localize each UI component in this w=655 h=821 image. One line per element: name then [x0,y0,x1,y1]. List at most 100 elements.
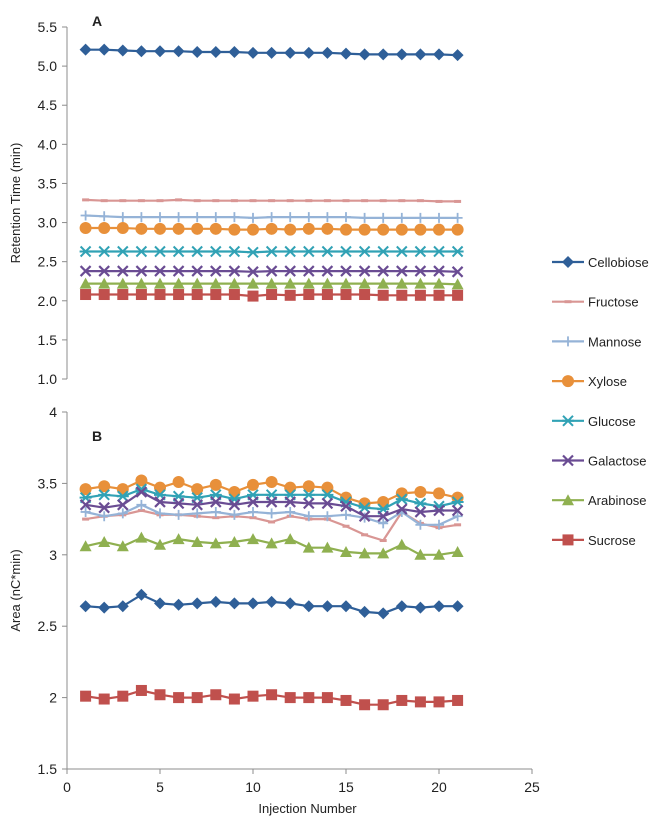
data-point-glucose [395,245,408,258]
data-point-glucose [116,245,129,258]
data-point-galactose [265,265,278,277]
data-point-cellobiose [302,46,315,59]
data-point-galactose [303,497,315,510]
data-point-arabinose [191,535,204,547]
data-point-cellobiose [302,600,315,613]
data-point-cellobiose [154,597,166,610]
data-point-galactose [228,499,241,511]
data-point-cellobiose [340,600,352,613]
data-point-arabinose [395,538,408,550]
data-point-glucose [172,245,185,258]
data-point-mannose [80,210,91,221]
data-point-fructose [379,539,387,543]
data-point-fructose [249,516,257,520]
data-point-mannose [80,506,91,517]
data-point-galactose [98,265,110,277]
data-point-sucrose [210,689,222,701]
data-point-sucrose [377,699,389,711]
data-point-sucrose [414,696,426,708]
data-point-arabinose [451,278,464,290]
data-point-galactose [210,265,222,277]
data-point-cellobiose [284,46,297,59]
series-sucrose [80,684,464,711]
data-point-arabinose [414,548,427,560]
data-point-galactose [377,510,389,523]
data-point-mannose [303,212,314,223]
data-point-arabinose [135,531,148,543]
data-point-galactose [265,496,278,508]
data-point-galactose [433,504,445,517]
data-point-galactose [79,265,92,277]
data-point-glucose [154,245,166,258]
panel-b-area: 1.5 2 2.5 3 3.5 4 0 5 10 15 20 25 Injection Number Ar… [8,404,540,816]
data-point-arabinose [247,277,259,289]
series-mannose [80,210,463,223]
legend-label: Arabinose [588,493,647,508]
data-point-arabinose [247,533,259,545]
data-point-glucose [395,493,408,505]
x-tick-label: 10 [245,779,261,795]
data-point-fructose [342,199,350,203]
data-point-glucose [377,245,390,258]
data-point-arabinose [135,277,148,289]
series-cellobiose [79,43,464,62]
data-point-glucose [433,245,445,258]
data-point-mannose [155,508,165,519]
data-point-arabinose [172,277,185,289]
data-point-galactose [191,499,203,511]
data-point-galactose [98,501,110,514]
data-point-cellobiose [247,597,259,610]
data-point-sucrose [173,289,185,301]
legend-marker-sucrose [562,534,574,546]
data-point-cellobiose [172,598,185,611]
legend-marker-glucose [562,415,574,427]
data-point-xylose [451,223,464,236]
data-point-mannose [378,212,389,223]
data-point-mannose [210,212,221,223]
data-point-fructose [193,199,201,203]
data-point-galactose [340,500,352,513]
y-tick-label: 2.0 [38,293,58,309]
data-point-sucrose [396,694,408,706]
data-point-cellobiose [135,45,148,58]
data-point-arabinose [209,277,222,289]
series-fructose [82,198,462,203]
data-point-xylose [395,487,408,500]
legend-item-glucose: Glucose [552,414,636,429]
data-point-glucose [284,245,297,258]
data-point-sucrose [303,692,315,704]
y-axis-title: Area (nC*min) [8,549,23,631]
data-point-xylose [172,222,185,235]
data-point-sucrose [284,692,296,704]
series-arabinose [79,277,464,290]
data-point-galactose [154,496,166,508]
y-tick-label: 1.5 [38,761,58,777]
data-point-arabinose [284,533,297,545]
data-point-cellobiose [433,48,445,61]
x-axis-title: Injection Number [258,801,357,816]
data-point-fructose [323,199,331,203]
data-point-glucose [414,497,427,510]
data-point-mannose [285,212,296,223]
data-point-xylose [265,475,278,488]
data-point-sucrose [266,289,278,301]
data-point-galactose [321,497,334,510]
series-glucose [79,245,464,258]
y-tick-label: 2.5 [38,618,58,634]
data-point-xylose [265,222,278,235]
data-point-arabinose [154,277,166,289]
data-point-glucose [340,245,352,258]
data-point-xylose [395,223,408,236]
data-point-mannose [322,511,333,522]
data-point-fructose [361,533,369,537]
data-point-sucrose [303,289,315,301]
data-point-sucrose [396,289,408,301]
x-tick-label: 15 [338,779,354,795]
data-point-xylose [414,485,427,498]
data-point-sucrose [117,289,129,301]
data-point-mannose [173,212,184,223]
data-point-sucrose [266,689,278,701]
data-point-sucrose [247,290,259,302]
data-point-sucrose [321,289,333,301]
data-point-galactose [414,265,427,277]
